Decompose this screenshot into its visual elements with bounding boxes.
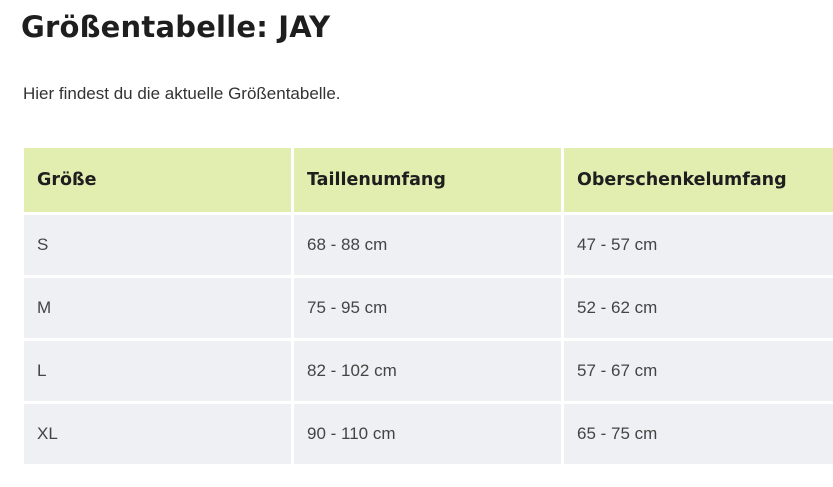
table-row: M 75 - 95 cm 52 - 62 cm: [24, 278, 833, 341]
header-thigh: Oberschenkelumfang: [564, 148, 833, 215]
cell-waist: 82 - 102 cm: [294, 341, 564, 404]
cell-waist: 75 - 95 cm: [294, 278, 564, 341]
table-row: S 68 - 88 cm 47 - 57 cm: [24, 215, 833, 278]
cell-thigh: 47 - 57 cm: [564, 215, 833, 278]
size-table: Größe Taillenumfang Oberschenkelumfang S…: [24, 148, 833, 467]
header-waist: Taillenumfang: [294, 148, 564, 215]
cell-thigh: 52 - 62 cm: [564, 278, 833, 341]
header-size: Größe: [24, 148, 294, 215]
cell-waist: 90 - 110 cm: [294, 404, 564, 467]
cell-thigh: 65 - 75 cm: [564, 404, 833, 467]
table-row: L 82 - 102 cm 57 - 67 cm: [24, 341, 833, 404]
table-row: XL 90 - 110 cm 65 - 75 cm: [24, 404, 833, 467]
cell-size: XL: [24, 404, 294, 467]
cell-size: M: [24, 278, 294, 341]
page-title: Größentabelle: JAY: [21, 10, 331, 44]
cell-size: S: [24, 215, 294, 278]
table-header-row: Größe Taillenumfang Oberschenkelumfang: [24, 148, 833, 215]
cell-size: L: [24, 341, 294, 404]
intro-text: Hier findest du die aktuelle Größentabel…: [23, 84, 341, 103]
cell-waist: 68 - 88 cm: [294, 215, 564, 278]
cell-thigh: 57 - 67 cm: [564, 341, 833, 404]
